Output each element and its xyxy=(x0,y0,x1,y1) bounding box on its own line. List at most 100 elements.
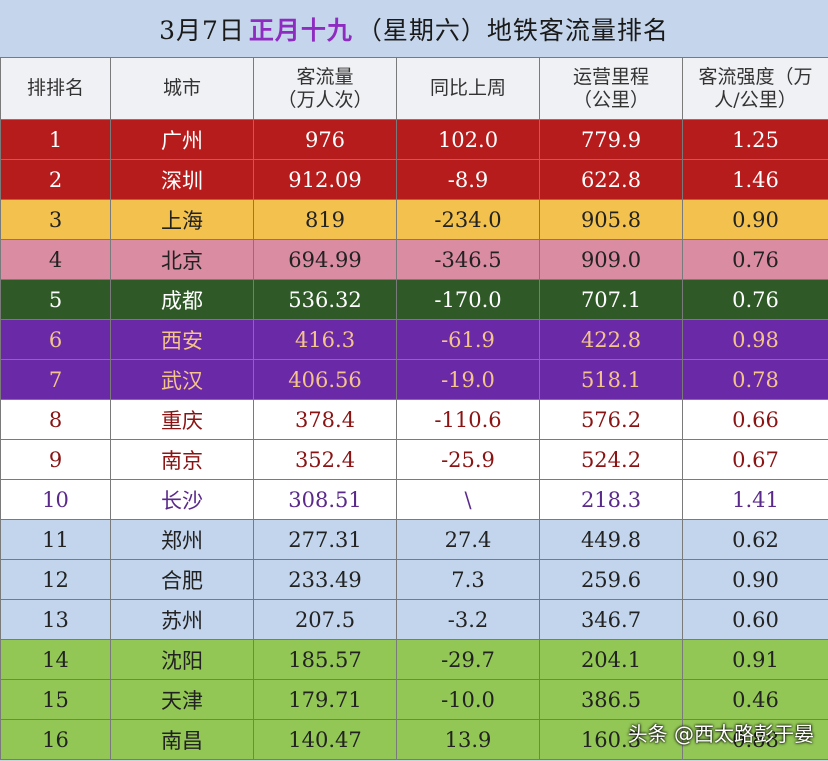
intensity-cell: 1.46 xyxy=(682,159,828,200)
header-line: （公里） xyxy=(572,88,649,111)
intensity-cell: 0.78 xyxy=(682,359,828,400)
header-mileage: 运营里程 （公里） xyxy=(539,57,683,120)
change-cell: -29.7 xyxy=(396,639,540,680)
intensity-cell: 0.46 xyxy=(682,679,828,720)
header-line: 城市 xyxy=(162,77,201,99)
city-cell: 成都 xyxy=(110,279,254,320)
header-change: 同比上周 xyxy=(396,57,540,120)
flow-cell: 207.5 xyxy=(253,599,397,640)
table-row: 3 上海 819 -234.0 905.8 0.90 xyxy=(0,199,828,240)
intensity-cell: 0.62 xyxy=(682,519,828,560)
intensity-cell: 1.41 xyxy=(682,479,828,520)
header-line: （万人次） xyxy=(277,88,373,111)
change-cell: 102.0 xyxy=(396,119,540,160)
table-row: 2 深圳 912.09 -8.9 622.8 1.46 xyxy=(0,159,828,200)
flow-cell: 976 xyxy=(253,119,397,160)
city-cell: 重庆 xyxy=(110,399,254,440)
watermark: 头条 @西太路彭于晏 xyxy=(627,722,814,746)
mileage-cell: 779.9 xyxy=(539,119,683,160)
flow-cell: 233.49 xyxy=(253,559,397,600)
header-line: 人/公里） xyxy=(714,88,797,111)
header-city: 城市 xyxy=(110,57,254,120)
change-cell: -3.2 xyxy=(396,599,540,640)
table-row: 14 沈阳 185.57 -29.7 204.1 0.91 xyxy=(0,639,828,680)
table-row: 13 苏州 207.5 -3.2 346.7 0.60 xyxy=(0,599,828,640)
table-body: 1 广州 976 102.0 779.9 1.25 2 深圳 912.09 -8.9 622.8 1.… xyxy=(0,119,828,760)
mileage-cell: 422.8 xyxy=(539,319,683,360)
ranking-table: 排排名 城市 客流量 （万人次） 同比上周 运营里程 （公里） 客流强度（万 人/公里） 1 广州… xyxy=(0,57,828,760)
mileage-cell: 518.1 xyxy=(539,359,683,400)
flow-cell: 140.47 xyxy=(253,719,397,760)
city-cell: 北京 xyxy=(110,239,254,280)
flow-cell: 536.32 xyxy=(253,279,397,320)
table-row: 16 南昌 140.47 13.9 160.3 0.88 xyxy=(0,719,828,760)
rank-cell: 2 xyxy=(0,159,111,200)
table-row: 7 武汉 406.56 -19.0 518.1 0.78 xyxy=(0,359,828,400)
header-flow: 客流量 （万人次） xyxy=(253,57,397,120)
mileage-cell: 576.2 xyxy=(539,399,683,440)
flow-cell: 378.4 xyxy=(253,399,397,440)
change-cell: -61.9 xyxy=(396,319,540,360)
intensity-cell: 0.60 xyxy=(682,599,828,640)
change-cell: -8.9 xyxy=(396,159,540,200)
intensity-cell: 0.98 xyxy=(682,319,828,360)
mileage-cell: 160.3 xyxy=(539,719,683,760)
intensity-cell: 0.90 xyxy=(682,199,828,240)
intensity-cell: 1.25 xyxy=(682,119,828,160)
rank-cell: 11 xyxy=(0,519,111,560)
change-cell: 27.4 xyxy=(396,519,540,560)
rank-cell: 6 xyxy=(0,319,111,360)
intensity-cell: 0.66 xyxy=(682,399,828,440)
table-header-row: 排排名 城市 客流量 （万人次） 同比上周 运营里程 （公里） 客流强度（万 人/公里） xyxy=(0,57,828,120)
table-row: 5 成都 536.32 -170.0 707.1 0.76 xyxy=(0,279,828,320)
page-title: 3月7日 正月十九 （星期六）地铁客流量排名 xyxy=(0,0,828,57)
city-cell: 武汉 xyxy=(110,359,254,400)
header-line: 运营里程 xyxy=(572,65,649,88)
rank-cell: 5 xyxy=(0,279,111,320)
header-line: 客流强度（万 xyxy=(698,65,813,88)
rank-cell: 8 xyxy=(0,399,111,440)
rank-cell: 9 xyxy=(0,439,111,480)
change-cell: -170.0 xyxy=(396,279,540,320)
table-row: 1 广州 976 102.0 779.9 1.25 xyxy=(0,119,828,160)
table-row: 15 天津 179.71 -10.0 386.5 0.46 xyxy=(0,679,828,720)
mileage-cell: 905.8 xyxy=(539,199,683,240)
change-cell: -346.5 xyxy=(396,239,540,280)
mileage-cell: 218.3 xyxy=(539,479,683,520)
flow-cell: 416.3 xyxy=(253,319,397,360)
table-row: 10 长沙 308.51 \ 218.3 1.41 xyxy=(0,479,828,520)
rank-cell: 13 xyxy=(0,599,111,640)
intensity-cell: 0.88 xyxy=(682,719,828,760)
mileage-cell: 524.2 xyxy=(539,439,683,480)
intensity-cell: 0.76 xyxy=(682,239,828,280)
city-cell: 广州 xyxy=(110,119,254,160)
intensity-cell: 0.67 xyxy=(682,439,828,480)
rank-cell: 4 xyxy=(0,239,111,280)
mileage-cell: 204.1 xyxy=(539,639,683,680)
rank-cell: 12 xyxy=(0,559,111,600)
city-cell: 深圳 xyxy=(110,159,254,200)
flow-cell: 694.99 xyxy=(253,239,397,280)
city-cell: 郑州 xyxy=(110,519,254,560)
rank-cell: 15 xyxy=(0,679,111,720)
change-cell: \ xyxy=(396,479,540,520)
mileage-cell: 386.5 xyxy=(539,679,683,720)
rank-cell: 14 xyxy=(0,639,111,680)
rank-cell: 10 xyxy=(0,479,111,520)
header-line: 排排名 xyxy=(26,77,84,99)
title-lunar-date: 正月十九 xyxy=(248,15,353,45)
intensity-cell: 0.76 xyxy=(682,279,828,320)
change-cell: 7.3 xyxy=(396,559,540,600)
city-cell: 合肥 xyxy=(110,559,254,600)
rank-cell: 16 xyxy=(0,719,111,760)
mileage-cell: 909.0 xyxy=(539,239,683,280)
rank-cell: 7 xyxy=(0,359,111,400)
city-cell: 沈阳 xyxy=(110,639,254,680)
table-row: 12 合肥 233.49 7.3 259.6 0.90 xyxy=(0,559,828,600)
change-cell: -234.0 xyxy=(396,199,540,240)
mileage-cell: 449.8 xyxy=(539,519,683,560)
city-cell: 西安 xyxy=(110,319,254,360)
table-row: 8 重庆 378.4 -110.6 576.2 0.66 xyxy=(0,399,828,440)
title-date: 3月7日 xyxy=(159,15,245,45)
